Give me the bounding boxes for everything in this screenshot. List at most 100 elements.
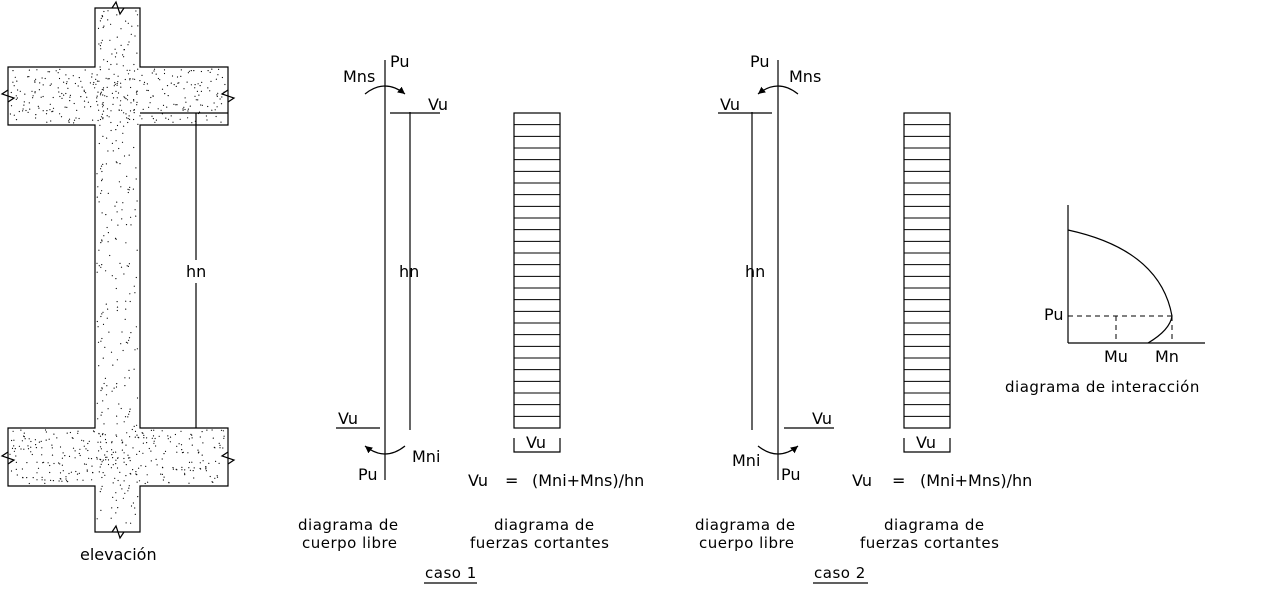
stipple-dot [153,440,155,442]
stipple-dot [96,320,98,323]
stipple-dot [111,449,113,451]
case1-shear-hatch [514,124,560,417]
stipple-dot [102,433,104,435]
stipple-dot [187,452,189,454]
stipple-dot [100,92,102,94]
stipple-dot [166,106,168,108]
stipple-dot [121,488,123,490]
stipple-dot [214,109,216,111]
stipple-dot [161,430,163,432]
stipple-dot [101,180,103,182]
stipple-dot [47,462,49,464]
stipple-dot [159,79,161,81]
stipple-dot [136,104,138,106]
stipple-dot [108,116,110,118]
stipple-dot [74,82,76,85]
stipple-dot [201,454,203,456]
stipple-dot [107,10,109,12]
stipple-dot [152,435,155,437]
stipple-dot [98,249,100,251]
stipple-dot [49,109,51,111]
stipple-dot [110,129,112,132]
stipple-dot [99,66,101,68]
stipple-dot [86,469,88,471]
stipple-dot [29,108,31,110]
stipple-dot [116,63,118,65]
stipple-dot [98,80,100,82]
stipple-dot [148,106,150,108]
stipple-dot [116,83,118,85]
stipple-dot [151,72,153,74]
stipple-dot [161,458,163,460]
stipple-dot [168,481,170,484]
stipple-dot [197,99,199,101]
stipple-dot [91,76,93,78]
stipple-dot [188,482,190,484]
stipple-dot [101,476,103,479]
stipple-dot [115,386,118,388]
stipple-dot [111,441,113,443]
stipple-dot [195,99,197,101]
stipple-dot [181,452,184,454]
stipple-dot [206,119,208,121]
stipple-dot [102,135,104,137]
stipple-dot [173,103,175,105]
stipple-dot [153,442,155,444]
stipple-dot [101,113,103,115]
stipple-dot [166,85,169,87]
stipple-dot [139,80,141,82]
stipple-dot [117,457,119,459]
stipple-dot [10,91,12,94]
stipple-dot [98,450,100,452]
stipple-dot [167,95,169,97]
stipple-dot [184,474,186,476]
stipple-dot [130,522,132,524]
stipple-dot [163,453,165,455]
stipple-dot [129,436,131,438]
stipple-dot [152,95,154,97]
stipple-dot [59,478,61,480]
stipple-dot [115,512,117,514]
stipple-dot [137,496,139,498]
stipple-dot [37,105,39,107]
stipple-dot [107,232,109,234]
break-mark-top [111,0,125,16]
elevation-drawing: hn elevación [0,0,236,564]
stipple-dot [215,115,217,118]
stipple-dot [26,462,28,464]
stipple-dot [137,123,139,125]
stipple-dot [191,434,193,436]
stipple-dot [49,103,51,105]
stipple-dot [35,117,37,119]
stipple-dot [38,107,40,109]
stipple-dot [141,432,143,434]
stipple-dot [124,318,126,320]
stipple-dot [218,462,220,464]
stipple-dot [182,109,184,111]
stipple-dot [141,74,143,76]
stipple-dot [193,467,195,469]
stipple-dot [117,224,119,226]
stipple-dot [134,292,136,294]
stipple-dot [101,461,103,463]
stipple-dot [68,472,70,475]
stipple-dot [116,124,119,127]
stipple-dot [221,76,223,79]
stipple-dot [23,104,25,106]
break-mark-left-upper [0,89,16,103]
stipple-dot [27,111,29,113]
stipple-dot [98,142,100,145]
stipple-dot [46,110,48,112]
case2-vu-top-label: Vu [720,95,740,114]
stipple-dot [110,23,112,25]
stipple-dot [136,249,138,251]
stipple-dot [106,450,108,453]
stipple-dot [129,110,132,112]
stipple-dot [43,461,45,463]
stipple-dot [116,306,119,308]
stipple-dot [111,454,113,456]
stipple-dot [135,167,137,169]
stipple-dot [111,390,113,392]
stipple-dot [79,454,81,457]
stipple-dot [117,75,119,77]
